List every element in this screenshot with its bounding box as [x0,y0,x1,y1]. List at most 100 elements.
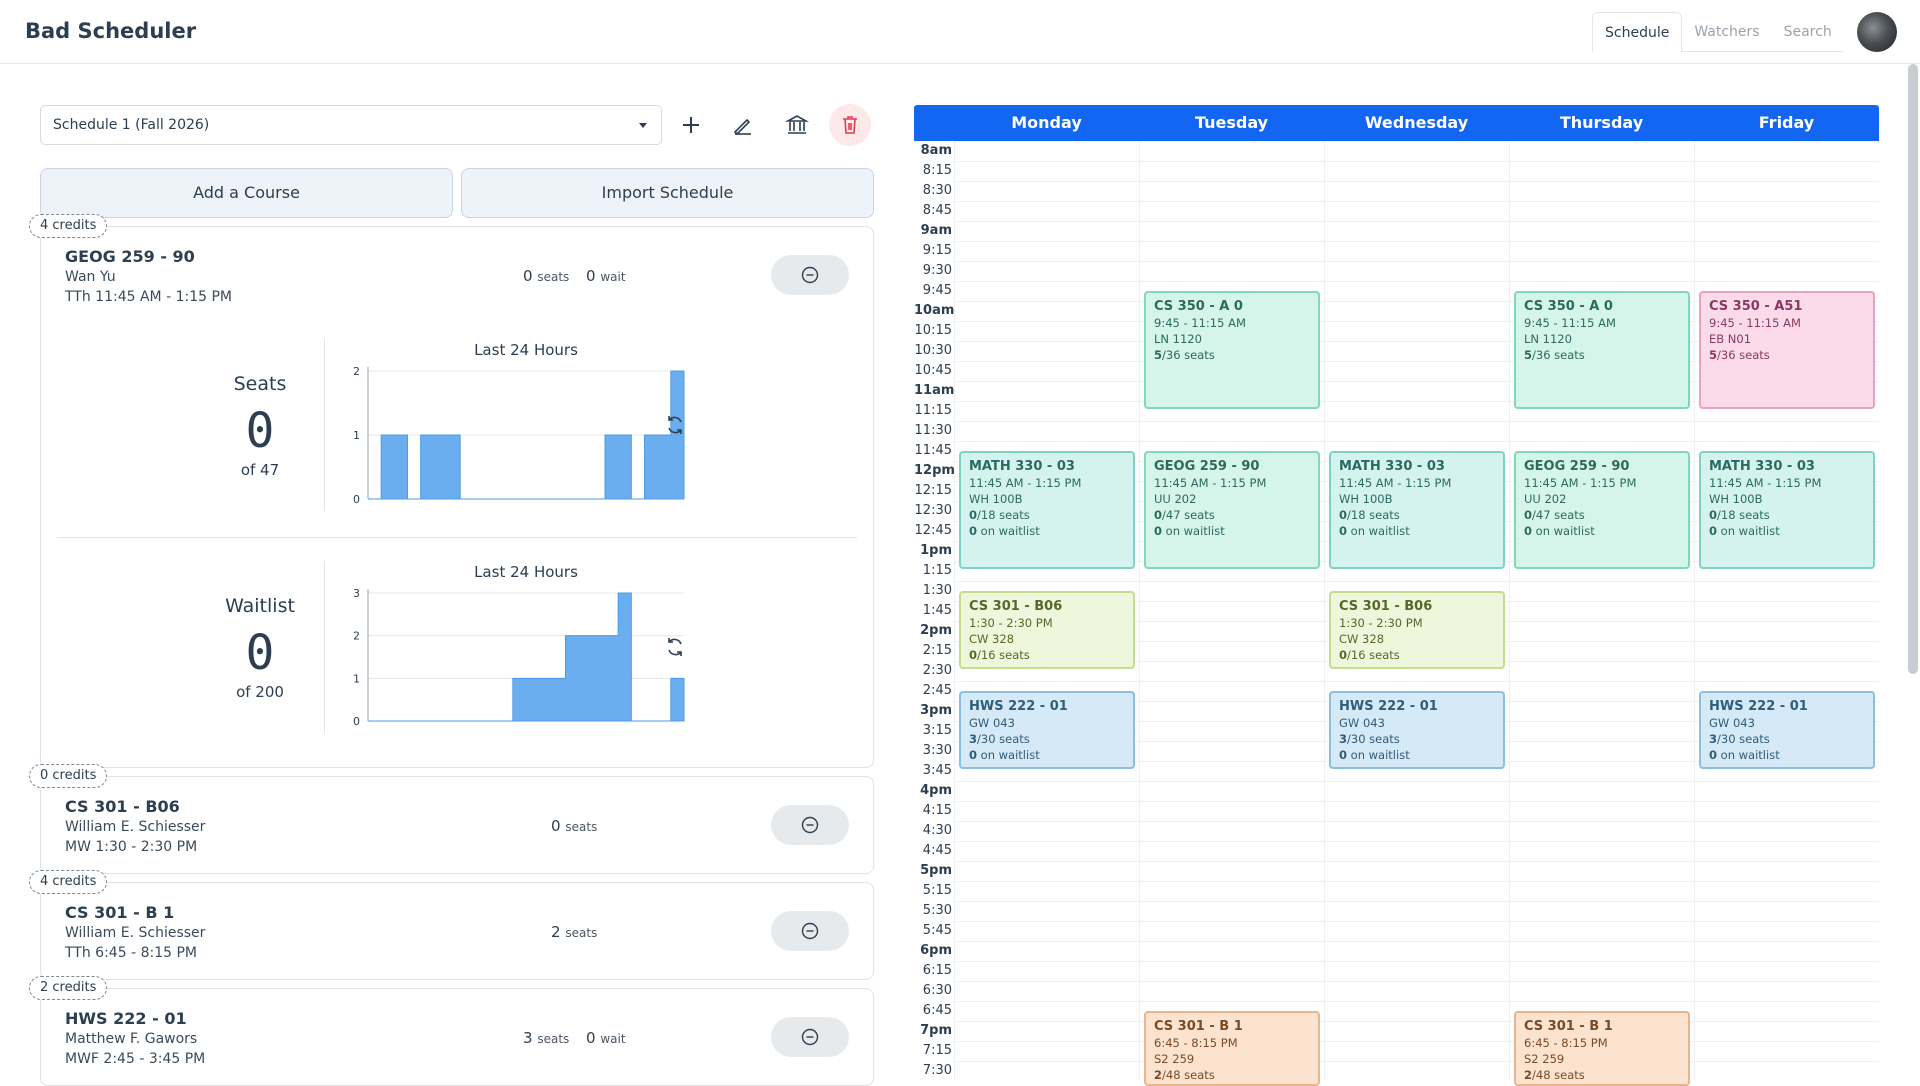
edit-schedule-button[interactable] [722,104,764,146]
schedule-select[interactable]: Schedule 1 (Fall 2026) [40,105,662,145]
remove-course-button[interactable] [771,255,849,295]
calendar-event[interactable]: HWS 222 - 01 GW 043 3/30 seats 0 on waitlis… [959,691,1135,769]
remove-course-button[interactable] [771,805,849,845]
top-bar: Bad Scheduler Schedule Watchers Search [0,0,1920,64]
event-detail: 3/30 seats [969,732,1030,746]
event-detail: 0/16 seats [969,648,1030,662]
event-title: CS 350 - A 0 [1524,299,1613,314]
event-detail: GW 043 [1339,716,1385,730]
event-detail: WH 100B [969,492,1023,506]
time-gridline [954,381,1879,382]
time-label: 7:15 [922,1043,952,1058]
event-title: CS 350 - A 0 [1154,299,1243,314]
calendar-event[interactable]: HWS 222 - 01 GW 043 3/30 seats 0 on waitlis… [1329,691,1505,769]
event-title: GEOG 259 - 90 [1524,459,1630,474]
time-gridline [954,301,1879,302]
calendar-event[interactable]: CS 301 - B 1 6:45 - 8:15 PM S2 259 2/48 sea… [1514,1011,1690,1086]
calendar-event[interactable]: GEOG 259 - 90 11:45 AM - 1:15 PM UU 202 0/4… [1144,451,1320,569]
time-gridline [954,401,1879,402]
tab-schedule[interactable]: Schedule [1592,12,1683,52]
calendar-event[interactable]: CS 350 - A 0 9:45 - 11:15 AM LN 1120 5/36 s… [1144,291,1320,409]
time-gridline [954,241,1879,242]
calendar-event[interactable]: MATH 330 - 03 11:45 AM - 1:15 PM WH 100B 0/… [959,451,1135,569]
calendar-event[interactable]: CS 301 - B 1 6:45 - 8:15 PM S2 259 2/48 sea… [1144,1011,1320,1086]
seats-count: 0 seats [523,267,569,285]
add-course-button[interactable]: Add a Course [40,168,453,218]
course-time: TTh 6:45 - 8:15 PM [65,945,197,961]
divider [324,561,325,733]
event-title: HWS 222 - 01 [1339,699,1438,714]
course-time: MW 1:30 - 2:30 PM [65,839,198,855]
caret-down-icon [639,123,647,128]
add-schedule-button[interactable] [670,104,712,146]
calendar-event[interactable]: CS 350 - A51 9:45 - 11:15 AM EB N01 5/36 se… [1699,291,1875,409]
calendar-event[interactable]: HWS 222 - 01 GW 043 3/30 seats 0 on waitlis… [1699,691,1875,769]
event-detail: 1:30 - 2:30 PM [969,616,1053,630]
institution-button[interactable] [776,104,818,146]
event-title: CS 301 - B06 [1339,599,1433,614]
tab-watchers[interactable]: Watchers [1682,12,1772,52]
time-label: 9am [920,223,952,238]
event-detail: 0/47 seats [1154,508,1215,522]
day-header-monday: Monday [1011,113,1082,132]
time-label: 6:15 [922,963,952,978]
time-label: 2:15 [922,643,952,658]
course-card-cs-301-b1: CS 301 - B 1 William E. Schiesser TTh 6:… [40,882,874,980]
page-scrollbar[interactable] [1908,64,1918,674]
time-label: 3:15 [922,723,952,738]
avatar[interactable] [1857,12,1897,52]
area-series [368,592,685,722]
tab-search[interactable]: Search [1771,12,1844,52]
seats-count: 2 seats [551,923,597,941]
event-detail: 0/16 seats [1339,648,1400,662]
event-detail: 5/36 seats [1154,348,1215,362]
time-label: 9:30 [922,263,952,278]
calendar-event[interactable]: MATH 330 - 03 11:45 AM - 1:15 PM WH 100B 0/… [1699,451,1875,569]
delete-schedule-button[interactable] [829,104,871,146]
wait-value: 0 [586,267,596,285]
time-label: 8:15 [922,163,952,178]
time-label: 12:45 [914,523,952,538]
calendar-event[interactable]: CS 301 - B06 1:30 - 2:30 PM CW 328 0/16 sea… [1329,591,1505,669]
remove-course-button[interactable] [771,1017,849,1057]
day-header-thursday: Thursday [1559,113,1644,132]
time-gridline [954,321,1879,322]
event-detail: LN 1120 [1524,332,1572,346]
wait-count: 0 wait [586,267,626,285]
event-detail: 0/18 seats [969,508,1030,522]
event-detail: UU 202 [1524,492,1567,506]
day-column-divider [954,141,955,1080]
time-label: 4:45 [922,843,952,858]
course-instructor: Wan Yu [65,269,116,285]
calendar-event[interactable]: CS 301 - B06 1:30 - 2:30 PM CW 328 0/16 sea… [959,591,1135,669]
seats-history-chart: Last 24 Hours 0 1 2 [353,341,685,506]
time-gridline [954,421,1879,422]
calendar-event[interactable]: MATH 330 - 03 11:45 AM - 1:15 PM WH 100B 0/… [1329,451,1505,569]
remove-course-button[interactable] [771,911,849,951]
calendar-event[interactable]: CS 350 - A 0 9:45 - 11:15 AM LN 1120 5/36 s… [1514,291,1690,409]
time-gridline [954,361,1879,362]
event-detail: CW 328 [1339,632,1385,646]
seats-label: seats [537,1032,570,1046]
time-label: 12pm [914,463,955,478]
waitlist-history-chart: Last 24 Hours 0 1 2 3 [353,563,685,728]
refresh-icon[interactable] [664,414,686,436]
refresh-icon[interactable] [664,636,686,658]
course-instructor: William E. Schiesser [65,819,206,835]
wait-label: wait [600,270,626,284]
event-detail: 9:45 - 11:15 AM [1154,316,1246,330]
course-card-geog-259: GEOG 259 - 90 Wan Yu TTh 11:45 AM - 1:15… [40,226,874,768]
calendar-event[interactable]: GEOG 259 - 90 11:45 AM - 1:15 PM UU 202 0/4… [1514,451,1690,569]
event-detail: WH 100B [1339,492,1393,506]
course-instructor: Matthew F. Gawors [65,1031,198,1047]
credits-badge: 2 credits [29,976,108,1000]
day-column-divider [1694,141,1695,1080]
import-schedule-button[interactable]: Import Schedule [461,168,874,218]
day-column-divider [1139,141,1140,1080]
time-gridline [954,281,1879,282]
wait-value: 0 [586,1029,596,1047]
event-detail: 3/30 seats [1339,732,1400,746]
area-series [368,370,685,500]
time-label: 6pm [920,943,952,958]
trash-icon [843,116,857,134]
